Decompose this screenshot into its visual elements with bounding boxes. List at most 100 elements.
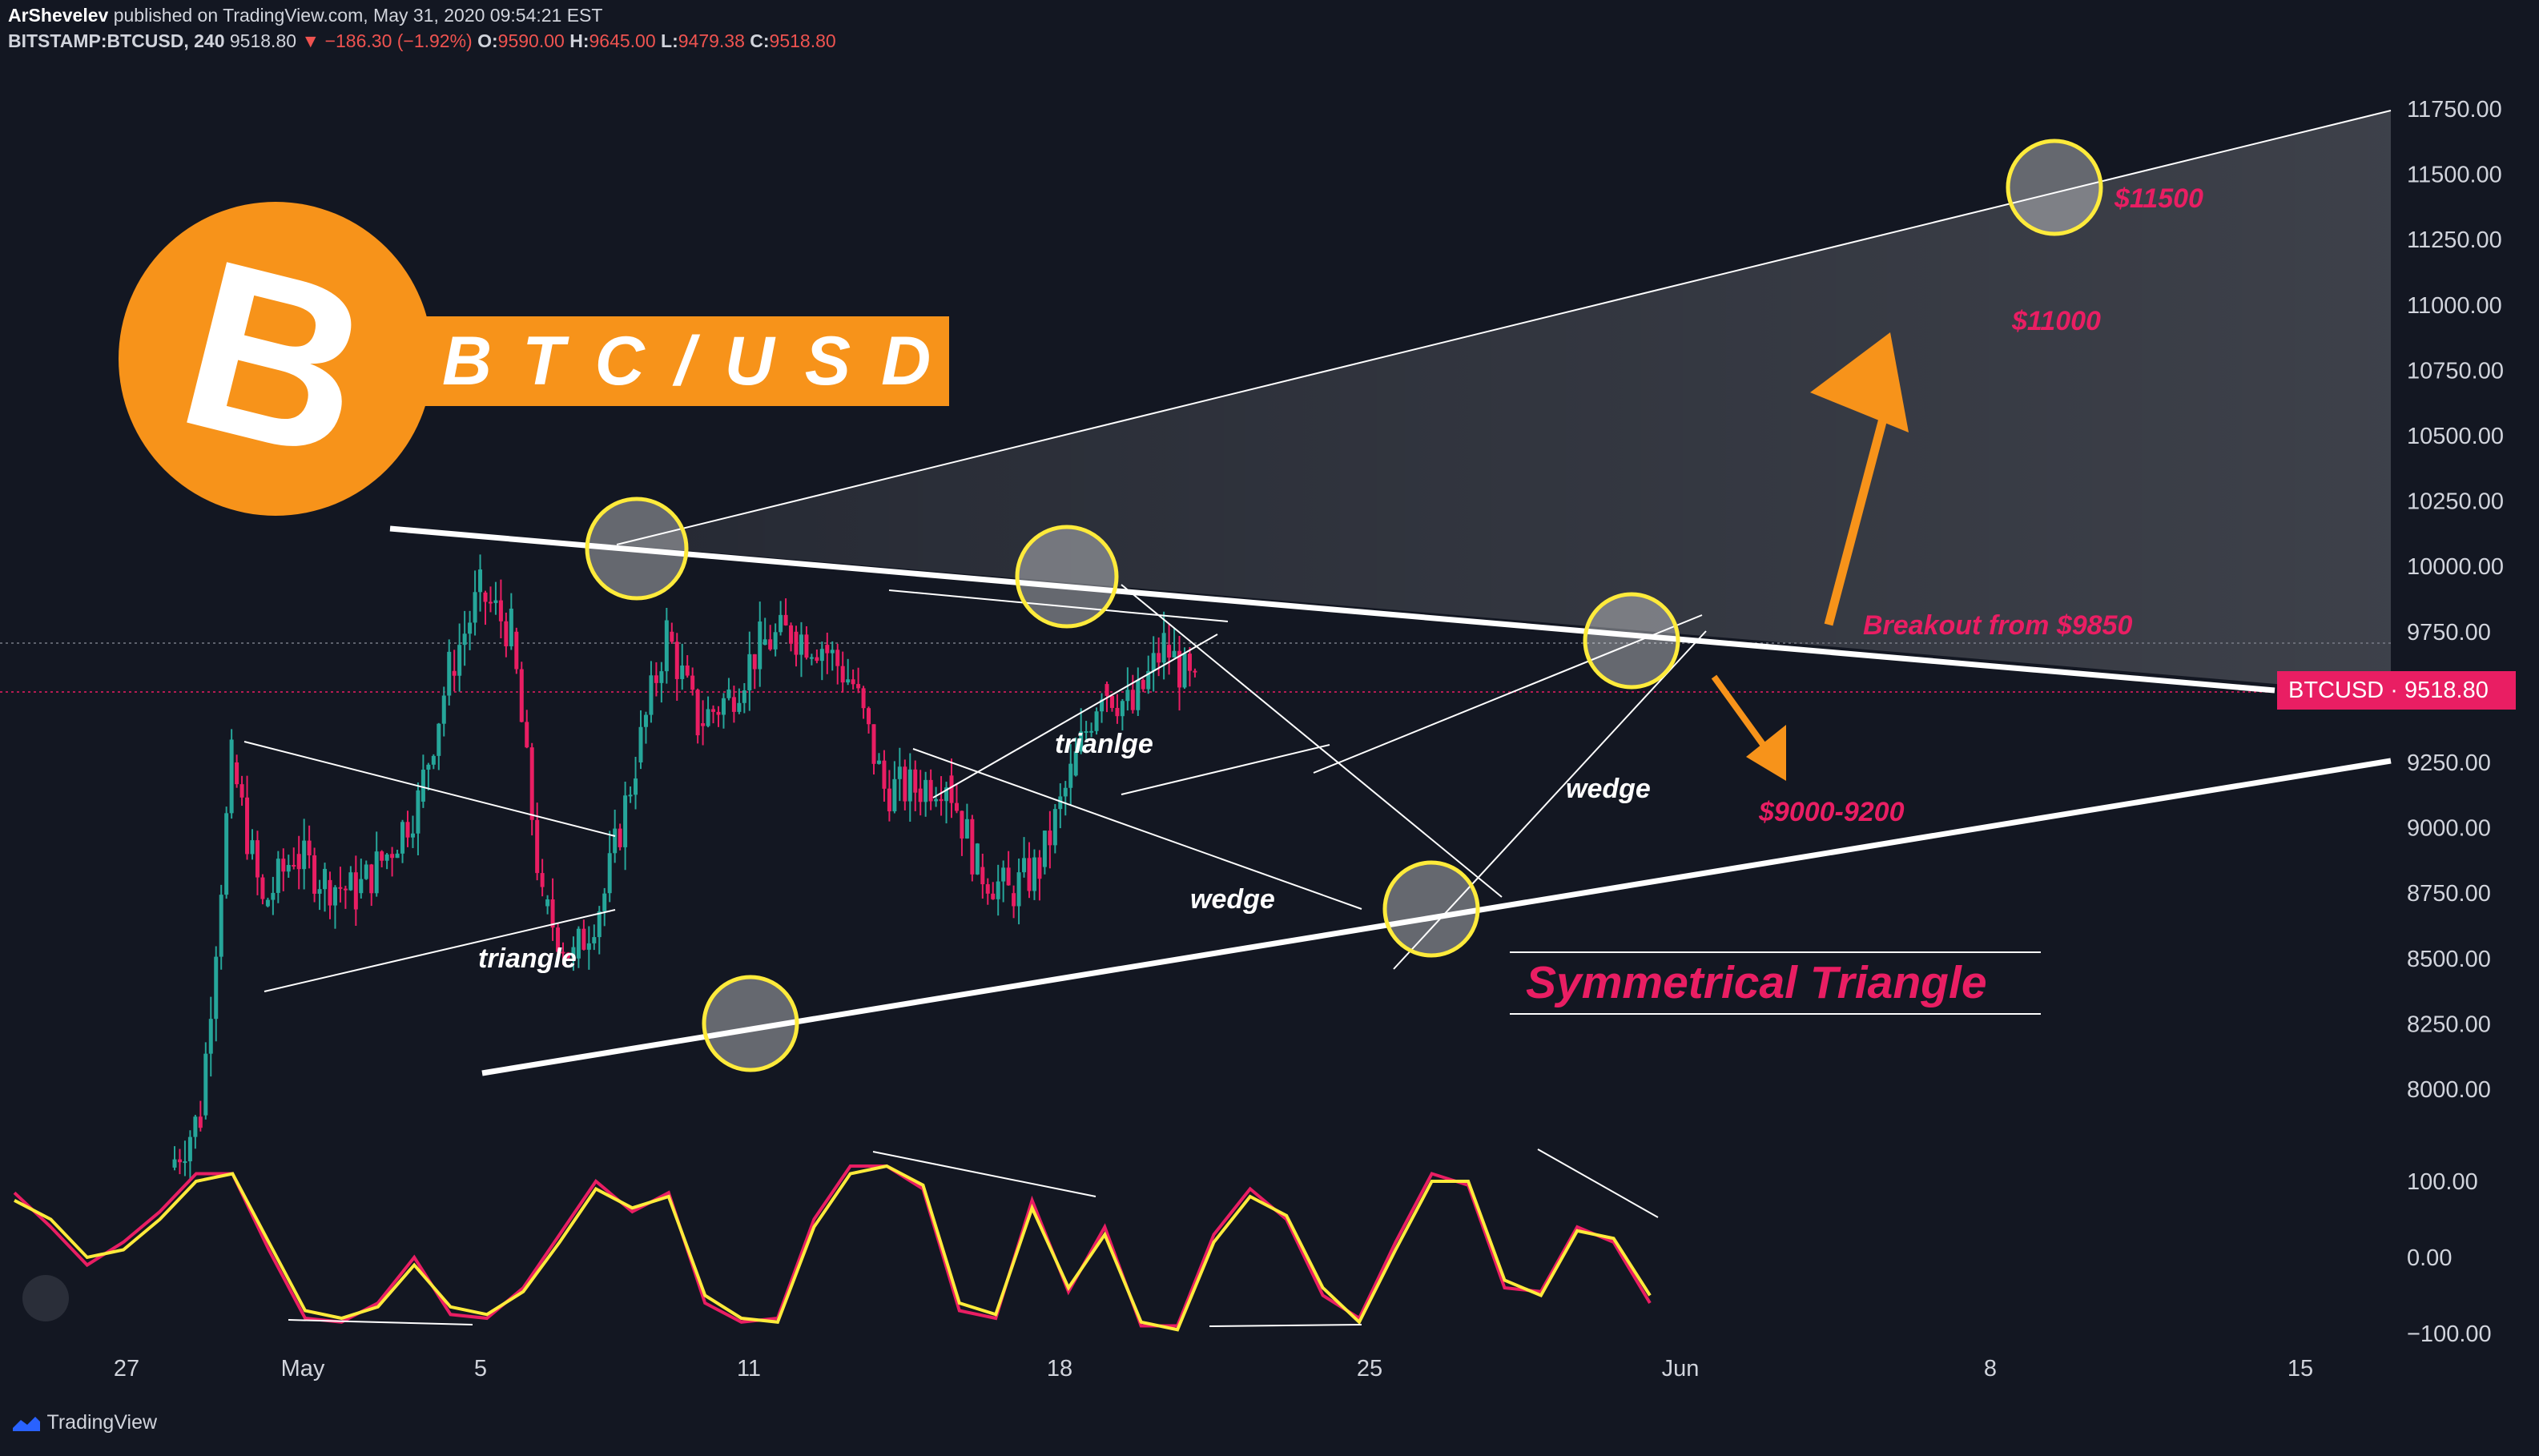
author-name[interactable]: ArShevelev — [8, 5, 109, 26]
triangle1-lower[interactable] — [264, 909, 616, 992]
tradingview-badge-icon[interactable] — [22, 1275, 69, 1321]
candle-body — [359, 879, 364, 894]
candle-body — [1151, 653, 1156, 671]
triangle1-upper[interactable] — [243, 741, 616, 837]
highlight-circle[interactable] — [1382, 860, 1480, 958]
candle-body — [478, 569, 483, 593]
candle-body — [856, 684, 861, 689]
candle-body — [276, 859, 280, 893]
candle-body — [597, 911, 602, 938]
stoch-div-1[interactable] — [288, 1319, 473, 1325]
candle-body — [794, 631, 799, 655]
candle-body — [737, 702, 742, 712]
wedge1-upper[interactable] — [1121, 744, 1330, 795]
candle-body — [1016, 872, 1021, 907]
wedge2-lower[interactable] — [1393, 630, 1707, 970]
candle-body — [1068, 763, 1073, 788]
candle-body — [260, 877, 265, 899]
candle-body — [1136, 680, 1141, 710]
candle-body — [1105, 684, 1109, 696]
candle-body — [343, 888, 348, 891]
highlight-circle[interactable] — [1015, 525, 1119, 629]
symbol-label: BITSTAMP:BTCUSD, 240 — [8, 30, 225, 51]
stoch-div-2[interactable] — [872, 1151, 1096, 1197]
highlight-circle[interactable] — [1583, 592, 1680, 690]
ascending-support-line[interactable] — [481, 758, 2392, 1076]
candle-body — [1130, 690, 1135, 710]
time-axis-label: 11 — [737, 1356, 761, 1382]
candle-body — [964, 818, 969, 839]
wedge1-lower[interactable] — [1121, 584, 1503, 898]
price-axis-label: 10500.00 — [2407, 424, 2504, 449]
stoch-d-line — [14, 1164, 1652, 1332]
candle-body — [468, 622, 473, 634]
candle-body — [400, 822, 405, 854]
candle-body — [721, 698, 726, 715]
fan-upper-line — [616, 110, 2392, 545]
candle-body — [1161, 633, 1166, 663]
candle-body — [576, 928, 581, 959]
triangle2-lower[interactable] — [932, 633, 1218, 798]
candle-body — [944, 787, 949, 802]
candle-body — [1084, 731, 1088, 734]
candle-body — [1182, 654, 1187, 688]
stoch-div-4[interactable] — [1537, 1148, 1659, 1218]
tradingview-brand: TradingView — [46, 1411, 158, 1434]
down-arrow-shaft[interactable] — [1711, 674, 1769, 751]
candle-body — [664, 620, 669, 672]
candle-body — [431, 755, 436, 765]
candle-body — [504, 621, 509, 646]
candle-body — [1167, 645, 1172, 658]
candle-body — [292, 865, 296, 867]
candle-body — [638, 726, 643, 762]
candle-body — [369, 864, 374, 894]
candle-body — [779, 614, 783, 633]
stoch-div-3[interactable] — [1209, 1324, 1362, 1327]
high-label: H: — [569, 30, 589, 51]
highlight-circle[interactable] — [585, 497, 689, 601]
candle-body — [1037, 857, 1042, 879]
open-value: 9590.00 — [497, 30, 565, 51]
highlight-circle[interactable] — [2006, 139, 2103, 236]
price-change: ▼ −186.30 (−1.92%) — [301, 30, 473, 51]
stochastic-panel[interactable] — [13, 1164, 1652, 1332]
down-arrow-head[interactable] — [1746, 725, 1786, 781]
triangle2-upper[interactable] — [888, 589, 1229, 622]
candle-body — [674, 642, 679, 679]
breakout-arrow-head[interactable] — [1810, 332, 1909, 432]
candle-body — [296, 854, 301, 870]
candle-body — [452, 670, 457, 676]
price-axis-label: 10750.00 — [2407, 358, 2504, 384]
candle-body — [985, 884, 990, 894]
close-label: C: — [750, 30, 770, 51]
open-label: O: — [477, 30, 498, 51]
candle-body — [1125, 690, 1130, 702]
close-value: 9518.80 — [769, 30, 836, 51]
candle-body — [882, 760, 887, 789]
wedge2-upper[interactable] — [1313, 614, 1703, 774]
time-axis-label: 8 — [1984, 1356, 1997, 1382]
price-tag[interactable]: BTCUSD · 9518.80 — [2277, 671, 2516, 710]
highlight-circle[interactable] — [702, 975, 799, 1072]
candle-body — [1001, 867, 1006, 882]
highlight-circles — [585, 139, 2103, 1072]
time-axis-label: 15 — [2288, 1356, 2313, 1382]
candle-body — [416, 790, 420, 834]
price-axis-label: 9000.00 — [2407, 816, 2491, 842]
candle-body — [565, 952, 570, 958]
triangle2-descend[interactable] — [912, 748, 1362, 910]
descending-resistance-line[interactable] — [389, 525, 2275, 694]
candle-body — [1187, 654, 1192, 671]
publish-info: ArShevelev published on TradingView.com,… — [8, 5, 602, 26]
tradingview-footer[interactable]: TradingView — [11, 1411, 157, 1434]
time-axis-label: 18 — [1047, 1356, 1072, 1382]
price-axis-label: 8000.00 — [2407, 1077, 2491, 1103]
candle-body — [245, 797, 250, 855]
candle-body — [437, 723, 441, 756]
price-axis[interactable]: 11750.00 11500.00 11250.00 11000.00 10750.00… — [2407, 97, 2504, 1347]
time-axis[interactable]: 27 May 5 11 18 25 Jun 8 15 — [114, 1356, 2313, 1382]
candle-body — [634, 778, 638, 795]
candle-body — [571, 947, 576, 958]
candle-body — [913, 769, 918, 793]
